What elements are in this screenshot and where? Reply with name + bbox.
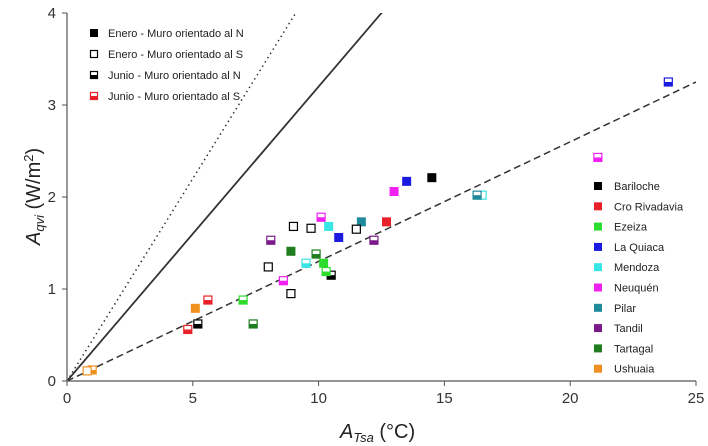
y-tick-label: 2 (48, 189, 56, 206)
legend-city-swatch (594, 222, 602, 231)
data-point (311, 249, 321, 259)
data-point (427, 173, 437, 183)
legend-series-label: Junio - Muro orientado al S (108, 91, 240, 103)
data-point (319, 258, 329, 268)
legend-city-label: Bariloche (614, 181, 660, 193)
data-point (382, 217, 392, 227)
data-point (183, 324, 193, 335)
data-point (324, 221, 334, 231)
y-axis-label: Aqvi (W/m2) (21, 148, 47, 246)
legend-city-label: Pilar (614, 303, 636, 315)
data-point (248, 319, 258, 329)
x-tick-label: 15 (436, 390, 453, 407)
legend-series-label: Junio - Muro orientado al N (108, 70, 241, 82)
trend-line-solid (67, 13, 383, 381)
legend-series-marker (89, 49, 99, 59)
legend-city-label: Tandil (614, 323, 643, 335)
data-point (238, 295, 248, 305)
legend-city-label: Ushuaia (614, 364, 655, 376)
legend-city-label: La Quiaca (614, 242, 665, 254)
legend-series: Enero - Muro orientado al N Enero - Muro … (89, 28, 244, 103)
tick-labels: 0 5 10 15 20 25 0 1 2 3 4 (48, 5, 705, 407)
legend-city-swatch (594, 324, 602, 333)
data-point (190, 303, 200, 313)
legend-city-swatch (594, 303, 602, 312)
legend-series-marker (89, 70, 99, 80)
y-tick-label: 0 (48, 373, 56, 390)
x-tick-label: 5 (189, 390, 197, 407)
data-point (351, 224, 361, 234)
x-tick-label: 20 (562, 390, 579, 407)
x-tick-label: 0 (63, 390, 71, 407)
legend-cities: Bariloche Cro Rivadavia Ezeiza La Quiaca Men… (594, 181, 684, 376)
data-point (263, 262, 273, 272)
data-point (203, 295, 213, 305)
x-tick-label: 25 (688, 390, 705, 407)
legend-city-swatch (594, 202, 602, 211)
y-tick-label: 4 (48, 5, 56, 22)
legend-city-label: Mendoza (614, 262, 660, 274)
legend-city-swatch (594, 344, 602, 353)
data-point (472, 190, 482, 200)
legend-city-label: Cro Rivadavia (614, 201, 684, 213)
legend-series-label: Enero - Muro orientado al S (108, 49, 243, 61)
legend-city-swatch (594, 283, 602, 292)
legend-city-label: Tartagal (614, 343, 653, 355)
data-point (286, 289, 296, 299)
legend-series-marker (89, 91, 99, 101)
data-point (193, 319, 203, 329)
regression-lines (67, 13, 696, 381)
data-point (321, 266, 331, 277)
data-point (369, 235, 379, 245)
y-tick-label: 1 (48, 281, 56, 298)
legend-series-marker (90, 29, 98, 37)
x-tick-label: 10 (310, 390, 327, 407)
data-point (286, 246, 296, 256)
legend-city-swatch (594, 364, 602, 373)
data-point (316, 212, 326, 222)
data-point (663, 77, 673, 87)
legend-city-swatch (594, 263, 602, 272)
trend-line-dashed (67, 81, 696, 381)
data-point (389, 186, 399, 196)
data-point (82, 366, 92, 376)
data-point (334, 232, 344, 242)
data-point (278, 276, 288, 286)
legend-series-label: Enero - Muro orientado al N (108, 28, 244, 40)
legend-city-label: Neuquén (614, 283, 659, 295)
data-points (82, 77, 673, 376)
legend-city-label: Ezeiza (614, 222, 648, 234)
y-tick-label: 3 (48, 97, 56, 114)
data-point (288, 221, 299, 232)
legend-city-swatch (594, 182, 602, 190)
data-point (402, 176, 412, 186)
data-point (356, 217, 366, 227)
legend-city-swatch (594, 242, 602, 251)
data-point (593, 152, 603, 163)
data-point (306, 223, 316, 233)
data-point (301, 258, 311, 268)
data-point (266, 235, 276, 245)
x-axis-label: ATsa (°C) (339, 421, 415, 445)
